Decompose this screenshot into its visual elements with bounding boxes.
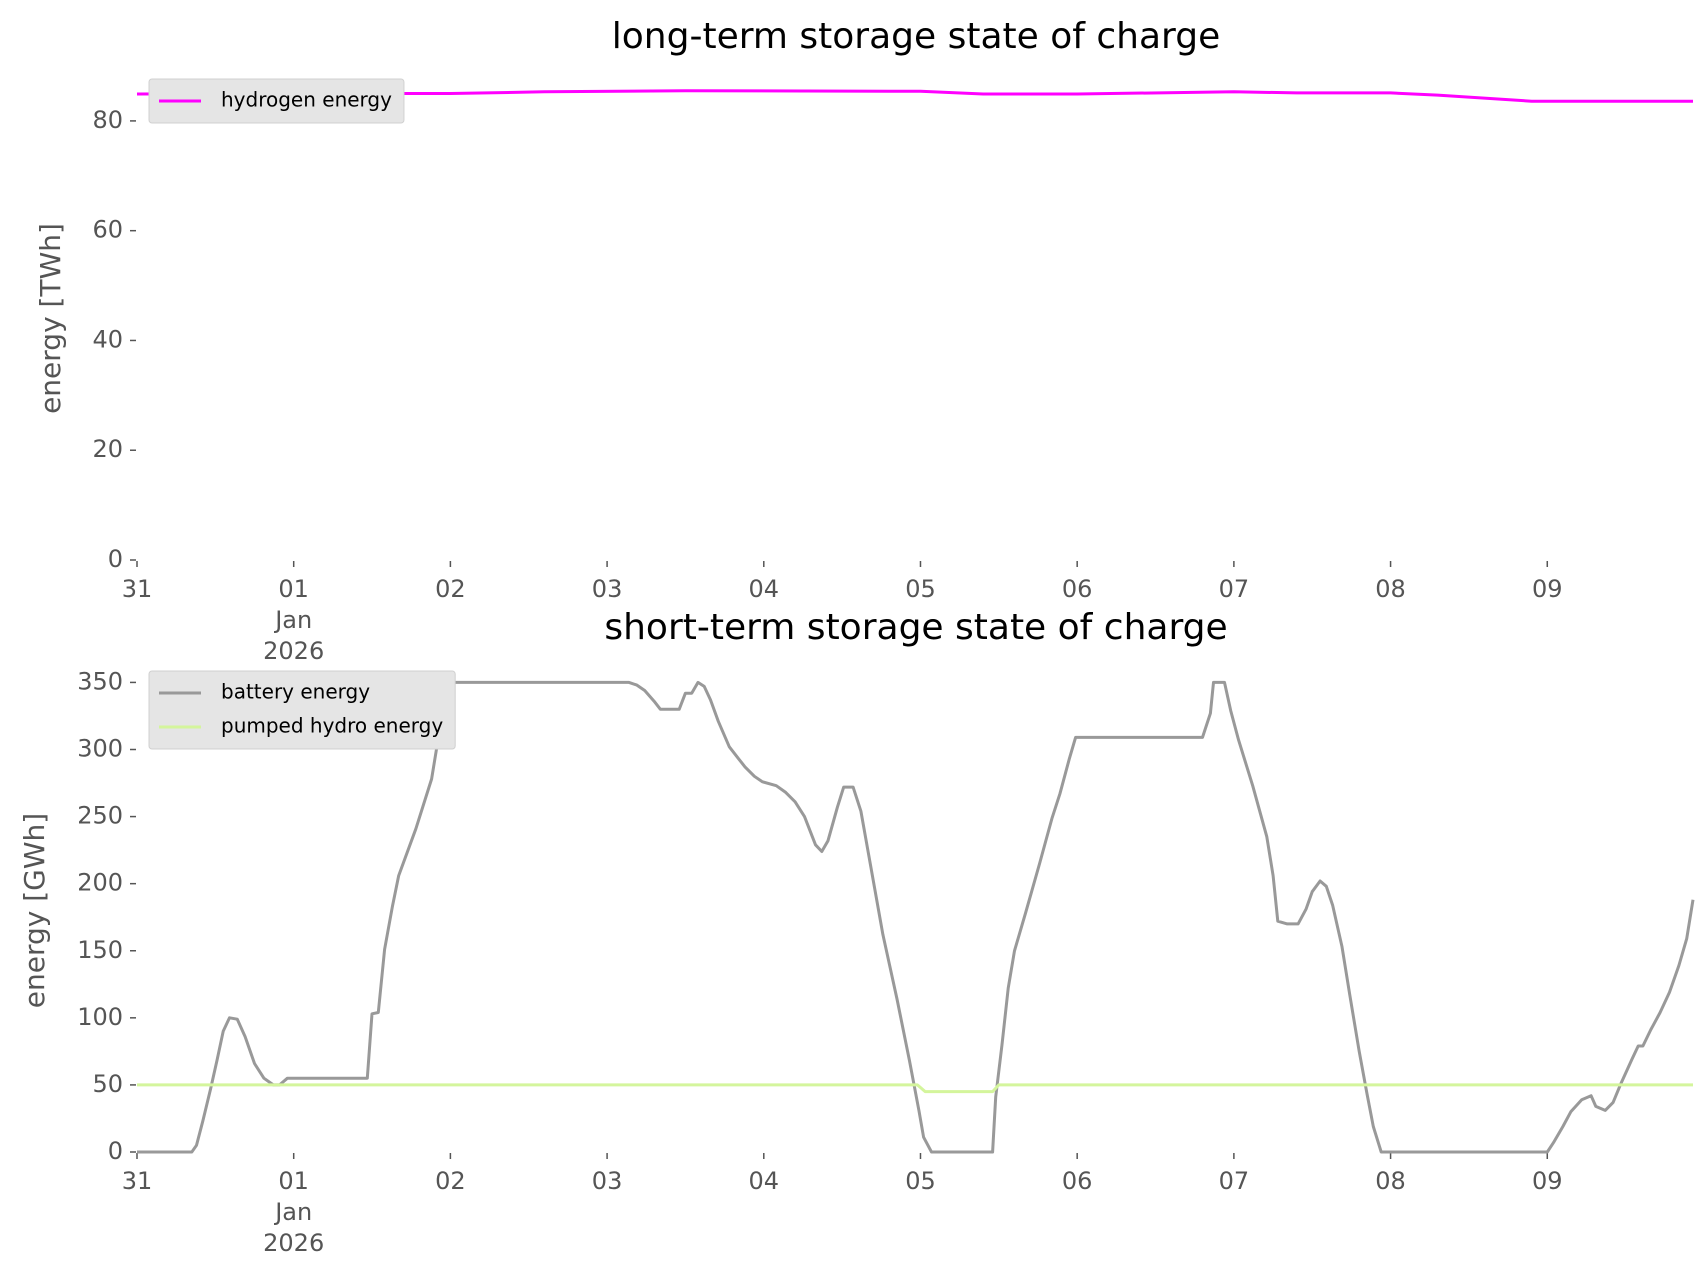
x-tick-label: 09 (1531, 575, 1563, 603)
series-line (137, 680, 1695, 1154)
x-tick-label: 03 (591, 1167, 623, 1195)
x-tick-label: 06 (1061, 1167, 1093, 1195)
y-tick-label: 80 (92, 106, 123, 134)
x-tick-label: 02 (435, 1167, 466, 1195)
y-tick-label: 100 (77, 1003, 123, 1031)
x-tick-label: 03 (591, 575, 623, 603)
y-tick-label: 350 (77, 667, 123, 695)
y-tick-label: 0 (108, 1137, 123, 1165)
chart-title: long-term storage state of charge (612, 16, 1220, 57)
y-tick-label: 40 (92, 325, 123, 353)
y-tick-label: 150 (77, 936, 123, 964)
x-tick-label: 02 (435, 575, 466, 603)
y-tick-label: 200 (77, 869, 123, 897)
x-tick-label: 07 (1218, 575, 1250, 603)
legend-label: pumped hydro energy (221, 714, 443, 738)
legend-label: battery energy (221, 680, 370, 704)
y-axis-label: energy [GWh] (18, 813, 51, 1008)
x-tick-label: 05 (905, 575, 936, 603)
x-tick-label: 01 Jan 2026 (263, 575, 325, 665)
legend-label: hydrogen energy (221, 88, 392, 112)
x-tick-label: 05 (905, 1167, 936, 1195)
y-tick-label: 0 (108, 545, 123, 573)
x-tick-label: 08 (1375, 1167, 1406, 1195)
y-tick-label: 300 (77, 735, 123, 763)
x-tick-label: 07 (1218, 1167, 1250, 1195)
chart-title: short-term storage state of charge (604, 607, 1227, 648)
legend-box (148, 78, 405, 124)
x-tick-label: 31 (121, 1167, 153, 1195)
series-line (137, 1083, 1693, 1094)
y-tick-label: 250 (77, 802, 123, 830)
y-axis-label: energy [TWh] (34, 223, 67, 414)
y-tick-label: 20 (92, 435, 123, 463)
y-tick-label: 50 (92, 1070, 123, 1098)
x-tick-label: 01 Jan 2026 (263, 1167, 325, 1257)
x-tick-label: 08 (1375, 575, 1406, 603)
y-tick-label: 60 (92, 216, 123, 244)
x-tick-label: 04 (748, 1167, 780, 1195)
x-tick-label: 09 (1531, 1167, 1563, 1195)
series-line (136, 89, 1693, 103)
x-tick-label: 06 (1061, 575, 1093, 603)
x-tick-label: 31 (121, 575, 153, 603)
legend-box (148, 670, 456, 750)
x-tick-label: 04 (748, 575, 780, 603)
